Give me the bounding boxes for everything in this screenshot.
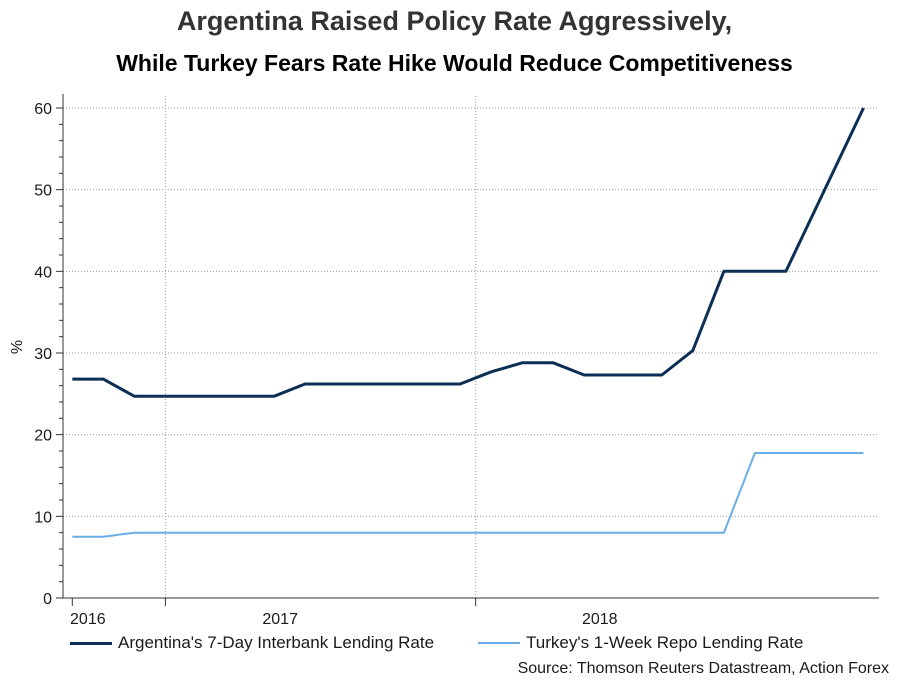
legend-label-turkey: Turkey's 1-Week Repo Lending Rate <box>526 633 804 652</box>
y-tick-label: 0 <box>43 591 52 608</box>
y-tick-label: 60 <box>34 101 52 118</box>
y-tick-label: 20 <box>34 428 52 445</box>
x-tick-label: 2018 <box>582 611 618 628</box>
source-note: Source: Thomson Reuters Datastream, Acti… <box>517 660 889 677</box>
x-tick-label: 2017 <box>262 611 298 628</box>
chart-title: Argentina Raised Policy Rate Aggressivel… <box>176 6 733 36</box>
legend-label-argentina: Argentina's 7-Day Interbank Lending Rate <box>118 633 435 652</box>
legend-item-turkey: Turkey's 1-Week Repo Lending Rate <box>478 633 803 653</box>
y-axis-label: % <box>9 340 26 354</box>
grid <box>63 96 879 598</box>
chart-subtitle: While Turkey Fears Rate Hike Would Reduc… <box>116 50 793 76</box>
x-tick-label: 2016 <box>70 611 106 628</box>
legend-item-argentina: Argentina's 7-Day Interbank Lending Rate <box>70 633 434 653</box>
y-tick-label: 30 <box>34 346 52 363</box>
series-line-turkey <box>72 452 864 538</box>
series-line-argentina <box>72 107 865 398</box>
axes: 0 10 20 30 40 50 60 2016 2017 2018 <box>34 94 879 628</box>
legend-swatch-argentina <box>70 641 112 645</box>
y-tick-label: 10 <box>34 509 52 526</box>
y-tick-label: 40 <box>34 264 52 281</box>
legend-swatch-turkey <box>478 642 520 644</box>
y-tick-label: 50 <box>34 183 52 200</box>
series-lines <box>72 107 865 538</box>
